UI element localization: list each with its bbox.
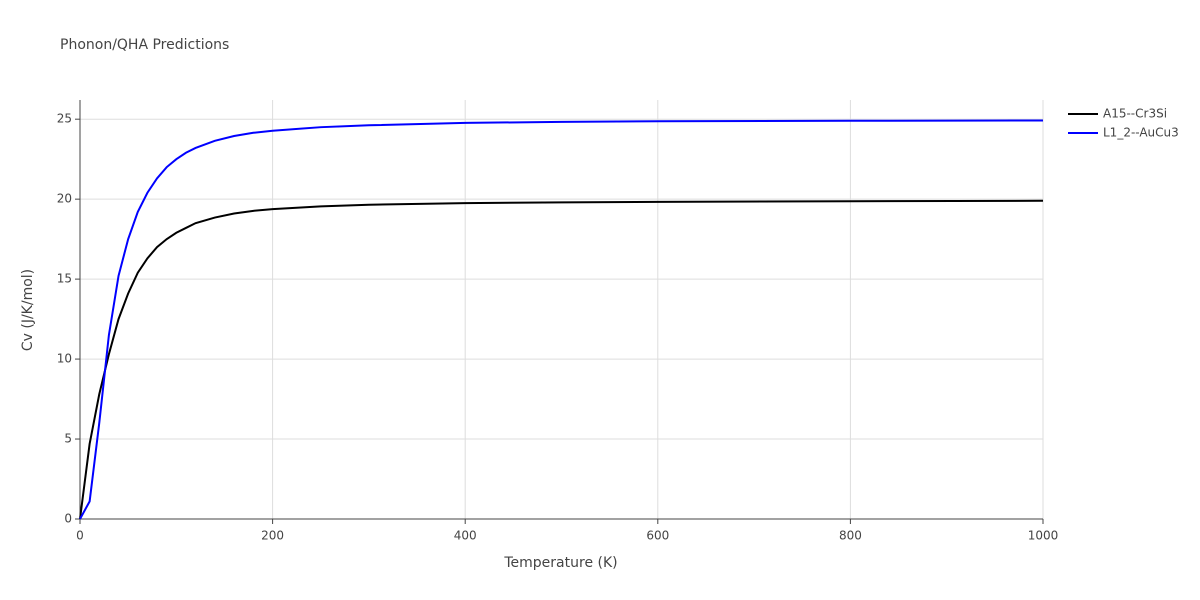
y-axis-title: Cv (J/K/mol) xyxy=(20,269,36,351)
y-tick-label: 20 xyxy=(57,192,72,206)
y-tick-label: 5 xyxy=(64,432,72,446)
x-tick-label: 200 xyxy=(261,529,284,543)
x-tick-label: 1000 xyxy=(1028,529,1059,543)
data-line xyxy=(79,119,1044,520)
legend-label: A15--Cr3Si xyxy=(1103,107,1167,121)
legend-label: L1_2--AuCu3 xyxy=(1103,126,1179,140)
x-tick-label: 600 xyxy=(646,529,669,543)
chart-title: Phonon/QHA Predictions xyxy=(60,37,229,53)
x-tick-label: 0 xyxy=(76,529,84,543)
x-axis-title: Temperature (K) xyxy=(503,555,617,571)
y-tick-label: 10 xyxy=(57,352,72,366)
y-tick-label: 15 xyxy=(57,272,72,286)
data-line xyxy=(79,199,1044,520)
x-tick-label: 400 xyxy=(454,529,477,543)
x-tick-label: 800 xyxy=(839,529,862,543)
y-tick-label: 0 xyxy=(64,512,72,526)
y-tick-label: 25 xyxy=(57,112,72,126)
